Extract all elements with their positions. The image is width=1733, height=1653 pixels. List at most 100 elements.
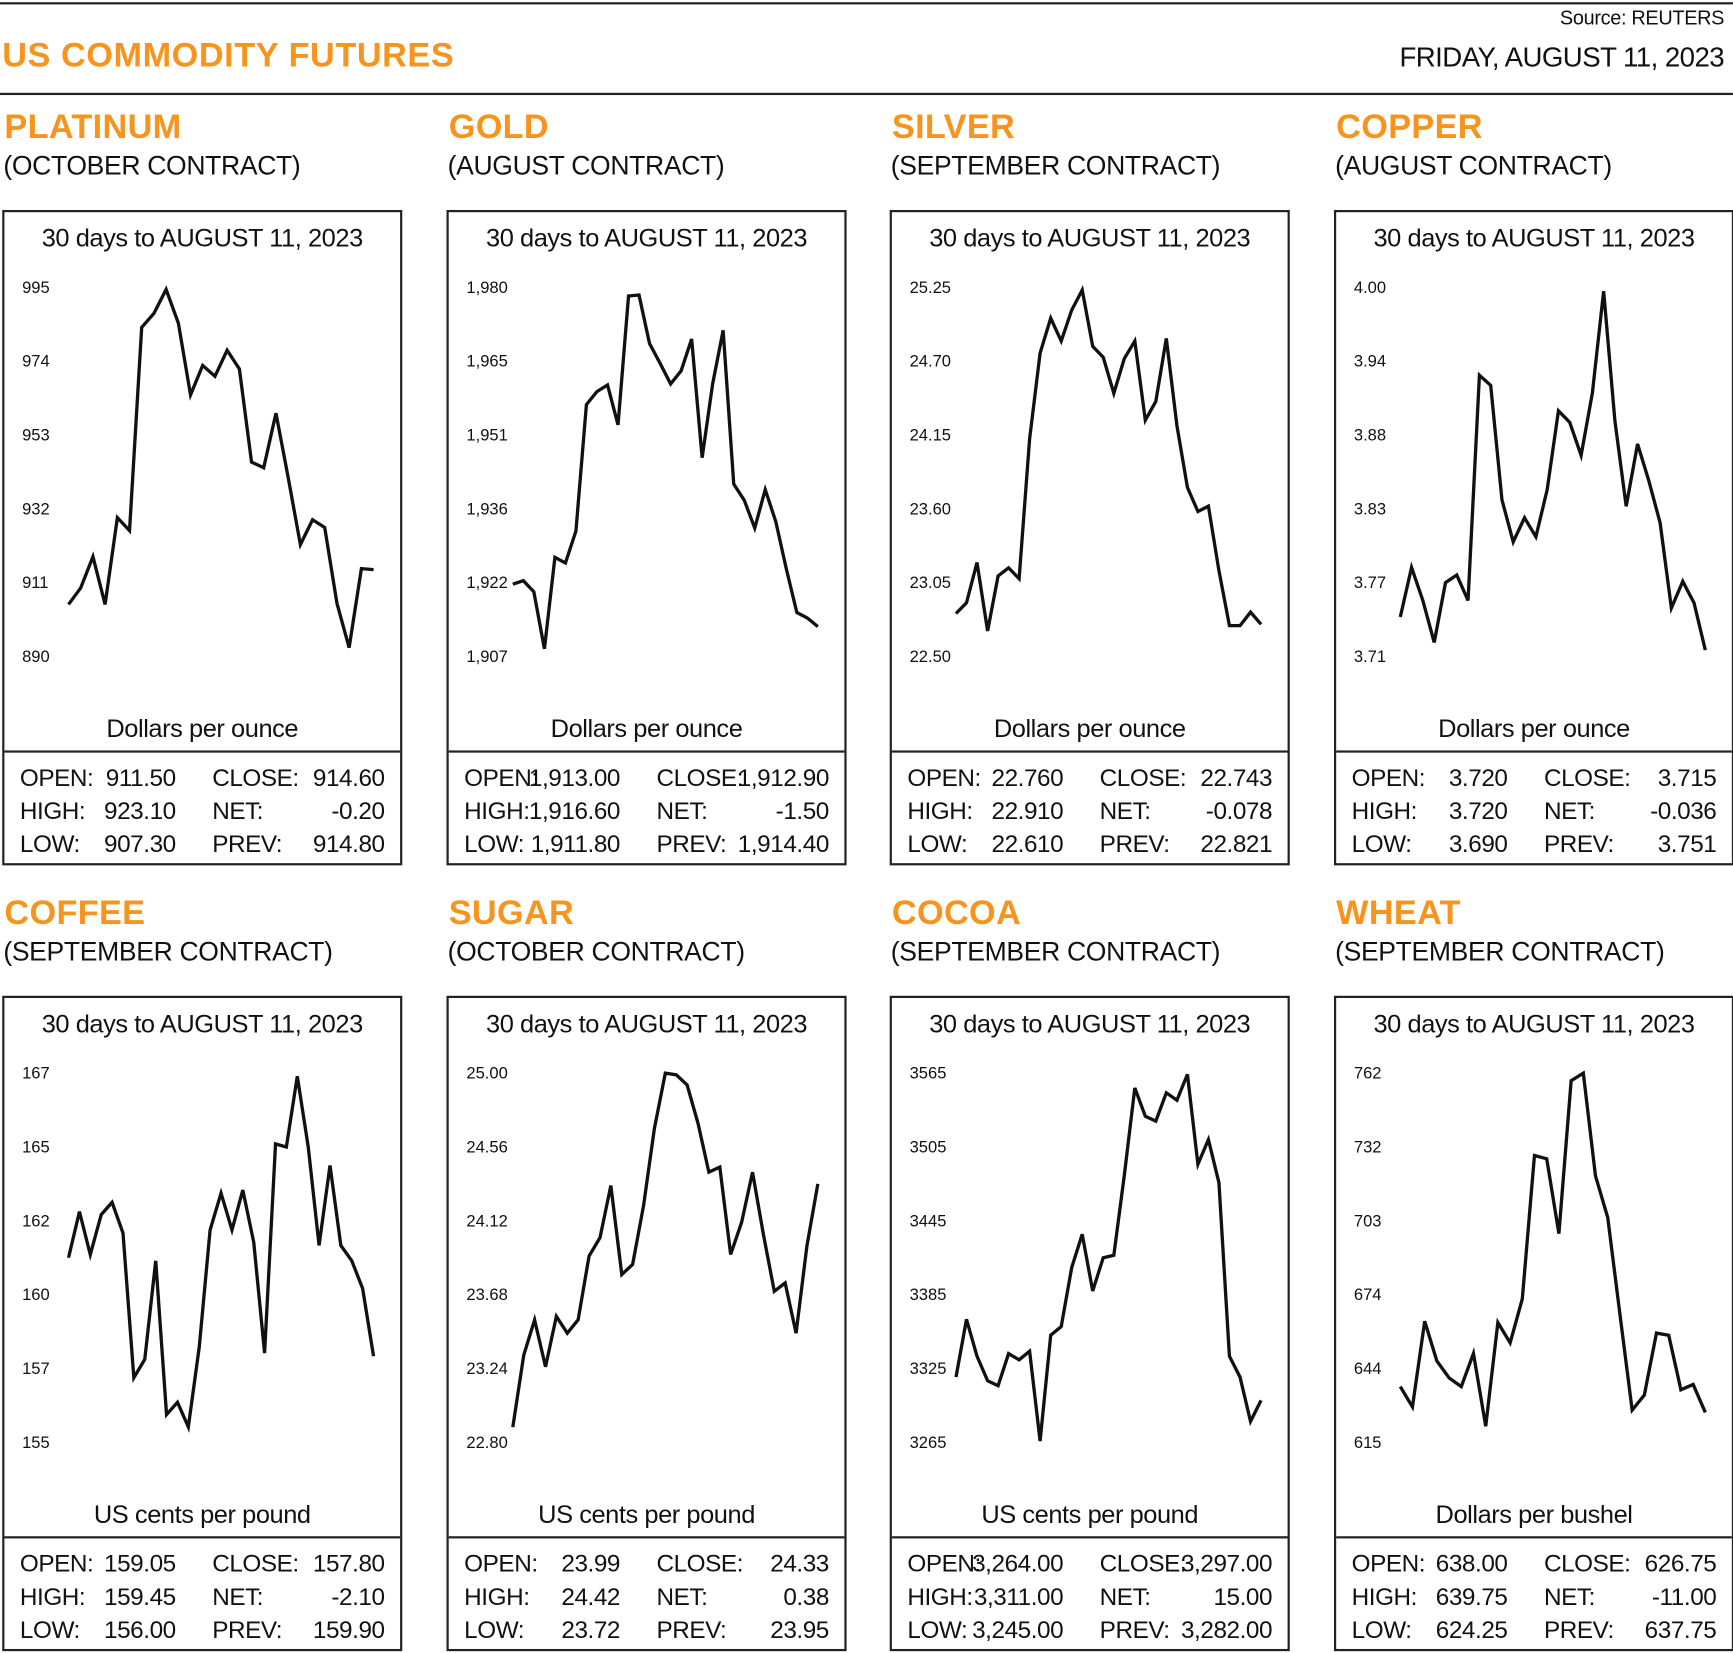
wheat-name: WHEAT <box>1336 893 1461 932</box>
y-tick-label: 974 <box>22 352 50 371</box>
stat-value-net: 15.00 <box>1213 1582 1273 1611</box>
y-tick-label: 3.77 <box>1354 573 1386 592</box>
y-tick-label: 24.56 <box>466 1138 507 1157</box>
stat-value-prev: 637.75 <box>1644 1615 1717 1644</box>
y-tick-label: 615 <box>1354 1433 1382 1452</box>
y-tick-label: 4.00 <box>1354 278 1386 297</box>
y-tick-label: 24.12 <box>466 1211 507 1230</box>
stat-label-net: NET: <box>1543 796 1595 825</box>
stats-divider <box>1336 1536 1732 1539</box>
stat-value-open: 22.760 <box>991 763 1064 792</box>
unit-label: Dollars per ounce <box>106 713 299 743</box>
stat-value-net: -0.078 <box>1205 796 1273 825</box>
y-tick-label: 3.94 <box>1354 352 1386 371</box>
y-tick-label: 25.25 <box>910 278 951 297</box>
stat-value-prev: 22.821 <box>1200 830 1273 858</box>
stat-value-close: 3.715 <box>1657 763 1717 792</box>
stat-value-low: 22.610 <box>991 830 1064 858</box>
stat-label-net: NET: <box>656 1582 708 1611</box>
stat-value-net: -1.50 <box>775 796 830 825</box>
stat-label-open: OPEN: <box>19 763 94 792</box>
stat-value-open: 638.00 <box>1435 1549 1508 1578</box>
stat-value-low: 1,911.80 <box>530 830 621 858</box>
stat-label-prev: PREV: <box>656 1615 727 1644</box>
stat-value-high: 923.10 <box>104 796 176 825</box>
y-tick-label: 3.83 <box>1354 499 1386 518</box>
unit-label: US cents per pound <box>93 1499 311 1529</box>
platinum-contract: (OCTOBER CONTRACT) <box>3 151 301 182</box>
sugar-price-line <box>511 1071 820 1428</box>
stat-label-low: LOW: <box>19 830 80 858</box>
y-tick-label: 3565 <box>910 1064 947 1083</box>
stat-value-low: 624.25 <box>1435 1615 1508 1644</box>
y-tick-label: 162 <box>22 1211 50 1230</box>
stat-label-net: NET: <box>1099 1582 1151 1611</box>
copper-price-line <box>1398 291 1707 651</box>
stat-value-high: 22.910 <box>991 796 1064 825</box>
y-tick-label: 674 <box>1354 1285 1382 1304</box>
stats-divider <box>448 1536 845 1539</box>
y-tick-label: 3505 <box>910 1138 947 1157</box>
stat-label-high: HIGH: <box>464 796 530 825</box>
stat-value-net: -0.036 <box>1650 796 1717 825</box>
y-tick-label: 1,980 <box>466 278 507 297</box>
stat-label-high: HIGH: <box>907 1582 973 1611</box>
stat-label-close: CLOSE: <box>1099 763 1187 792</box>
coffee-chart-panel: 30 days to AUGUST 11, 2023 167 165 162 160 15… <box>2 995 403 1652</box>
page-date: FRIDAY, AUGUST 11, 2023 <box>1399 41 1725 73</box>
stat-label-net: NET: <box>1543 1582 1595 1611</box>
stat-label-close: CLOSE: <box>1543 763 1631 792</box>
y-tick-label: 24.70 <box>910 352 951 371</box>
y-tick-label: 160 <box>22 1285 50 1304</box>
cocoa-contract: (SEPTEMBER CONTRACT) <box>890 937 1221 968</box>
stats-divider <box>891 750 1288 753</box>
stat-value-net: 0.38 <box>783 1582 829 1611</box>
y-tick-label: 3325 <box>910 1359 947 1378</box>
stat-value-low: 907.30 <box>104 830 176 858</box>
stat-value-net: -0.20 <box>331 796 385 825</box>
source-credit: Source: REUTERS <box>1560 7 1725 30</box>
gold-name: GOLD <box>448 107 550 146</box>
y-tick-label: 1,936 <box>466 499 507 518</box>
stat-value-open: 23.99 <box>561 1549 621 1578</box>
stat-value-close: 1,912.90 <box>737 763 830 792</box>
stat-label-prev: PREV: <box>1099 830 1170 858</box>
stat-value-close: 157.80 <box>312 1549 385 1578</box>
y-tick-label: 22.50 <box>910 647 951 666</box>
wheat-price-line <box>1398 1070 1707 1427</box>
stat-label-prev: PREV: <box>212 1615 283 1644</box>
y-tick-label: 762 <box>1354 1064 1382 1083</box>
chart-title: 30 days to AUGUST 11, 2023 <box>486 223 808 252</box>
coffee-contract: (SEPTEMBER CONTRACT) <box>3 937 333 968</box>
silver-chart-panel: 30 days to AUGUST 11, 2023 25.25 24.70 24.1… <box>889 209 1290 866</box>
chart-title: 30 days to AUGUST 11, 2023 <box>1373 223 1695 252</box>
cocoa-line-chart: 3565 3505 3445 3385 3325 3265 <box>910 1064 1263 1452</box>
stat-value-high: 639.75 <box>1435 1582 1508 1611</box>
stat-value-low: 3,245.00 <box>972 1615 1064 1644</box>
stat-value-open: 159.05 <box>104 1549 176 1578</box>
stat-label-net: NET: <box>212 1582 264 1611</box>
copper-contract: (AUGUST CONTRACT) <box>1335 151 1612 182</box>
chart-title: 30 days to AUGUST 11, 2023 <box>1373 1009 1695 1038</box>
top-rule <box>0 2 1733 5</box>
cocoa-chart-panel: 30 days to AUGUST 11, 2023 3565 3505 3445 33… <box>889 995 1290 1652</box>
y-tick-label: 23.05 <box>910 573 951 592</box>
gold-line-chart: 1,980 1,965 1,951 1,936 1,922 1,907 <box>466 278 819 666</box>
stat-label-close: CLOSE: <box>656 1549 744 1578</box>
stat-value-high: 24.42 <box>561 1582 621 1611</box>
stat-label-prev: PREV: <box>1099 1615 1170 1644</box>
stat-value-high: 3,311.00 <box>973 1582 1064 1611</box>
y-tick-label: 24.15 <box>910 426 951 445</box>
silver-price-line <box>954 284 1263 632</box>
stat-value-close: 914.60 <box>312 763 385 792</box>
stat-label-open: OPEN: <box>1351 1549 1426 1578</box>
stat-value-high: 3.720 <box>1448 796 1508 825</box>
coffee-line-chart: 167 165 162 160 157 155 <box>22 1064 376 1452</box>
stat-label-low: LOW: <box>464 1615 525 1644</box>
y-tick-label: 995 <box>22 278 50 297</box>
y-tick-label: 1,965 <box>466 352 507 371</box>
header-rule <box>0 92 1733 96</box>
stat-label-net: NET: <box>1099 796 1151 825</box>
stat-value-close: 3,297.00 <box>1180 1549 1273 1578</box>
